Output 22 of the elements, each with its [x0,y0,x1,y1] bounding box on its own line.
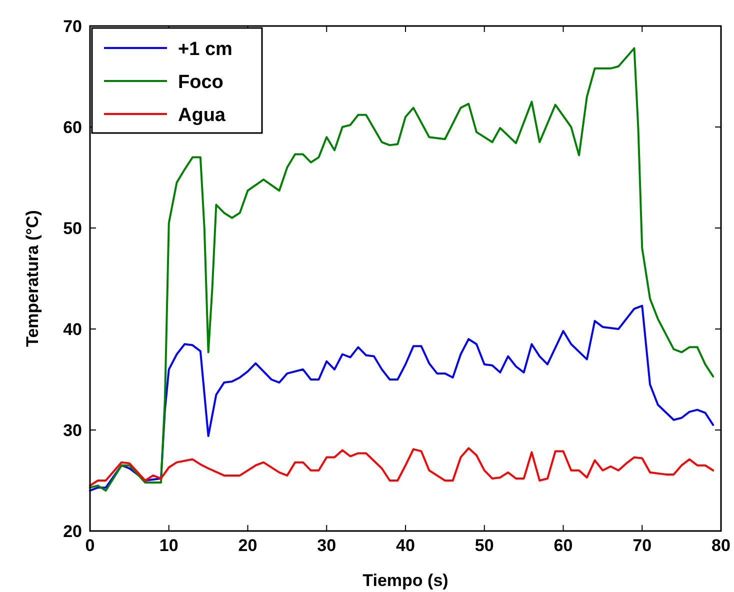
legend-label: Agua [178,105,226,126]
y-tick-label: 30 [63,421,82,440]
line-series [89,447,714,487]
x-tick-label: 50 [474,536,494,555]
x-tick-label: 70 [632,536,652,555]
y-tick-label: 60 [63,118,82,137]
y-axis-title: Temperatura (°C) [23,210,42,347]
x-tick-label: 60 [554,536,573,555]
y-tick-label: 70 [63,17,82,36]
x-tick-label: 10 [159,536,178,555]
x-tick-label: 80 [712,536,730,555]
x-tick-label: 40 [396,536,415,555]
y-tick-label: 50 [63,219,82,238]
line-series [89,304,714,492]
x-tick-label: 0 [85,536,95,555]
x-axis-title: Tiempo (s) [362,571,448,590]
y-tick-label: 40 [63,320,82,339]
x-tick-label: 30 [317,536,336,555]
x-tick-label: 20 [238,536,258,555]
legend-label: Foco [178,72,224,93]
y-tick-label: 20 [63,522,82,541]
legend-label: +1 cm [178,39,232,60]
